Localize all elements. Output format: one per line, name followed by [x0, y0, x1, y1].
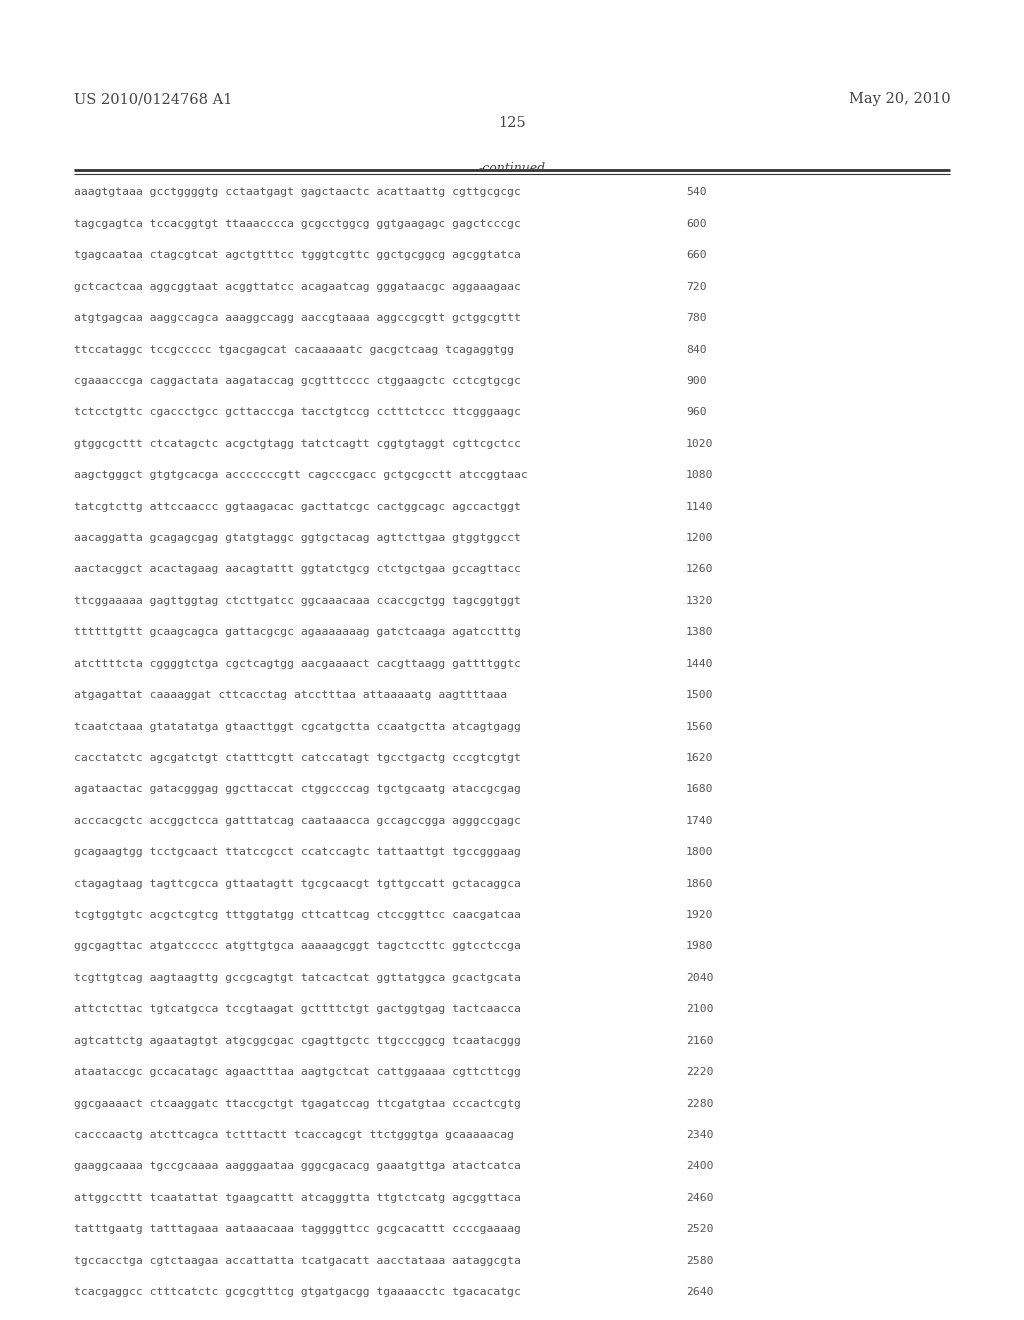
Text: 2040: 2040 [686, 973, 714, 983]
Text: cacccaactg atcttcagca tctttactt tcaccagcgt ttctgggtga gcaaaaacag: cacccaactg atcttcagca tctttactt tcaccagc… [74, 1130, 514, 1140]
Text: tatttgaatg tatttagaaa aataaacaaa taggggttcc gcgcacattt ccccgaaaag: tatttgaatg tatttagaaa aataaacaaa taggggt… [74, 1224, 520, 1234]
Text: ataataccgc gccacatagc agaactttaa aagtgctcat cattggaaaa cgttcttcgg: ataataccgc gccacatagc agaactttaa aagtgct… [74, 1067, 520, 1077]
Text: aactacggct acactagaag aacagtattt ggtatctgcg ctctgctgaa gccagttacc: aactacggct acactagaag aacagtattt ggtatct… [74, 565, 520, 574]
Text: 2340: 2340 [686, 1130, 714, 1140]
Text: 1920: 1920 [686, 909, 714, 920]
Text: atcttttcta cggggtctga cgctcagtgg aacgaaaact cacgttaagg gattttggtc: atcttttcta cggggtctga cgctcagtgg aacgaaa… [74, 659, 520, 669]
Text: 960: 960 [686, 408, 707, 417]
Text: 1080: 1080 [686, 470, 714, 480]
Text: cacctatctc agcgatctgt ctatttcgtt catccatagt tgcctgactg cccgtcgtgt: cacctatctc agcgatctgt ctatttcgtt catccat… [74, 752, 520, 763]
Text: 1680: 1680 [686, 784, 714, 795]
Text: aaagtgtaaa gcctggggtg cctaatgagt gagctaactc acattaattg cgttgcgcgc: aaagtgtaaa gcctggggtg cctaatgagt gagctaa… [74, 187, 520, 198]
Text: 1800: 1800 [686, 847, 714, 857]
Text: 125: 125 [499, 116, 525, 131]
Text: ttccataggc tccgccccc tgacgagcat cacaaaaatc gacgctcaag tcagaggtgg: ttccataggc tccgccccc tgacgagcat cacaaaaa… [74, 345, 514, 355]
Text: 1380: 1380 [686, 627, 714, 638]
Text: acccacgctc accggctcca gatttatcag caataaacca gccagccgga agggccgagc: acccacgctc accggctcca gatttatcag caataaa… [74, 816, 520, 826]
Text: May 20, 2010: May 20, 2010 [849, 92, 950, 107]
Text: aacaggatta gcagagcgag gtatgtaggc ggtgctacag agttcttgaa gtggtggcct: aacaggatta gcagagcgag gtatgtaggc ggtgcta… [74, 533, 520, 543]
Text: 600: 600 [686, 219, 707, 228]
Text: 720: 720 [686, 281, 707, 292]
Text: 1980: 1980 [686, 941, 714, 952]
Text: gctcactcaa aggcggtaat acggttatcc acagaatcag gggataacgc aggaaagaac: gctcactcaa aggcggtaat acggttatcc acagaat… [74, 281, 520, 292]
Text: tcaatctaaa gtatatatga gtaacttggt cgcatgctta ccaatgctta atcagtgagg: tcaatctaaa gtatatatga gtaacttggt cgcatgc… [74, 722, 520, 731]
Text: 1620: 1620 [686, 752, 714, 763]
Text: gtggcgcttt ctcatagctc acgctgtagg tatctcagtt cggtgtaggt cgttcgctcc: gtggcgcttt ctcatagctc acgctgtagg tatctca… [74, 438, 520, 449]
Text: ggcgagttac atgatccccc atgttgtgca aaaaagcggt tagctccttc ggtcctccga: ggcgagttac atgatccccc atgttgtgca aaaaagc… [74, 941, 520, 952]
Text: atgtgagcaa aaggccagca aaaggccagg aaccgtaaaa aggccgcgtt gctggcgttt: atgtgagcaa aaggccagca aaaggccagg aaccgta… [74, 313, 520, 323]
Text: attctcttac tgtcatgcca tccgtaagat gcttttctgt gactggtgag tactcaacca: attctcttac tgtcatgcca tccgtaagat gcttttc… [74, 1005, 520, 1014]
Text: gcagaagtgg tcctgcaact ttatccgcct ccatccagtc tattaattgt tgccgggaag: gcagaagtgg tcctgcaact ttatccgcct ccatcca… [74, 847, 520, 857]
Text: aagctgggct gtgtgcacga acccccccgtt cagcccgacc gctgcgcctt atccggtaac: aagctgggct gtgtgcacga acccccccgtt cagccc… [74, 470, 527, 480]
Text: atgagattat caaaaggat cttcacctag atcctttaa attaaaaatg aagttttaaa: atgagattat caaaaggat cttcacctag atccttta… [74, 690, 507, 700]
Text: 1740: 1740 [686, 816, 714, 826]
Text: agataactac gatacgggag ggcttaccat ctggccccag tgctgcaatg ataccgcgag: agataactac gatacgggag ggcttaccat ctggccc… [74, 784, 520, 795]
Text: US 2010/0124768 A1: US 2010/0124768 A1 [74, 92, 232, 107]
Text: tcacgaggcc ctttcatctc gcgcgtttcg gtgatgacgg tgaaaacctc tgacacatgc: tcacgaggcc ctttcatctc gcgcgtttcg gtgatga… [74, 1287, 520, 1298]
Text: attggccttt tcaatattat tgaagcattt atcagggtta ttgtctcatg agcggttaca: attggccttt tcaatattat tgaagcattt atcaggg… [74, 1193, 520, 1203]
Text: 2220: 2220 [686, 1067, 714, 1077]
Text: tatcgtcttg attccaaccc ggtaagacac gacttatcgc cactggcagc agccactggt: tatcgtcttg attccaaccc ggtaagacac gacttat… [74, 502, 520, 512]
Text: 2160: 2160 [686, 1036, 714, 1045]
Text: 1440: 1440 [686, 659, 714, 669]
Text: -continued: -continued [478, 162, 546, 176]
Text: tgagcaataa ctagcgtcat agctgtttcc tgggtcgttc ggctgcggcg agcggtatca: tgagcaataa ctagcgtcat agctgtttcc tgggtcg… [74, 251, 520, 260]
Text: 660: 660 [686, 251, 707, 260]
Text: 540: 540 [686, 187, 707, 198]
Text: 900: 900 [686, 376, 707, 385]
Text: ggcgaaaact ctcaaggatc ttaccgctgt tgagatccag ttcgatgtaa cccactcgtg: ggcgaaaact ctcaaggatc ttaccgctgt tgagatc… [74, 1098, 520, 1109]
Text: 780: 780 [686, 313, 707, 323]
Text: tctcctgttc cgaccctgcc gcttacccga tacctgtccg cctttctccc ttcgggaagc: tctcctgttc cgaccctgcc gcttacccga tacctgt… [74, 408, 520, 417]
Text: tgccacctga cgtctaagaa accattatta tcatgacatt aacctataaa aataggcgta: tgccacctga cgtctaagaa accattatta tcatgac… [74, 1255, 520, 1266]
Text: cgaaacccga caggactata aagataccag gcgtttcccc ctggaagctc cctcgtgcgc: cgaaacccga caggactata aagataccag gcgtttc… [74, 376, 520, 385]
Text: 2520: 2520 [686, 1224, 714, 1234]
Text: ctagagtaag tagttcgcca gttaatagtt tgcgcaacgt tgttgccatt gctacaggca: ctagagtaag tagttcgcca gttaatagtt tgcgcaa… [74, 879, 520, 888]
Text: 840: 840 [686, 345, 707, 355]
Text: 2460: 2460 [686, 1193, 714, 1203]
Text: tcgtggtgtc acgctcgtcg tttggtatgg cttcattcag ctccggttcc caacgatcaa: tcgtggtgtc acgctcgtcg tttggtatgg cttcatt… [74, 909, 520, 920]
Text: 2640: 2640 [686, 1287, 714, 1298]
Text: 1140: 1140 [686, 502, 714, 512]
Text: ttttttgttt gcaagcagca gattacgcgc agaaaaaaag gatctcaaga agatcctttg: ttttttgttt gcaagcagca gattacgcgc agaaaaa… [74, 627, 520, 638]
Text: agtcattctg agaatagtgt atgcggcgac cgagttgctc ttgcccggcg tcaatacggg: agtcattctg agaatagtgt atgcggcgac cgagttg… [74, 1036, 520, 1045]
Text: tcgttgtcag aagtaagttg gccgcagtgt tatcactcat ggttatggca gcactgcata: tcgttgtcag aagtaagttg gccgcagtgt tatcact… [74, 973, 520, 983]
Text: 2580: 2580 [686, 1255, 714, 1266]
Text: ttcggaaaaa gagttggtag ctcttgatcc ggcaaacaaa ccaccgctgg tagcggtggt: ttcggaaaaa gagttggtag ctcttgatcc ggcaaac… [74, 595, 520, 606]
Text: 1260: 1260 [686, 565, 714, 574]
Text: 2100: 2100 [686, 1005, 714, 1014]
Text: tagcgagtca tccacggtgt ttaaacccca gcgcctggcg ggtgaagagc gagctcccgc: tagcgagtca tccacggtgt ttaaacccca gcgcctg… [74, 219, 520, 228]
Text: 1200: 1200 [686, 533, 714, 543]
Text: 1020: 1020 [686, 438, 714, 449]
Text: 1560: 1560 [686, 722, 714, 731]
Text: gaaggcaaaa tgccgcaaaa aagggaataa gggcgacacg gaaatgttga atactcatca: gaaggcaaaa tgccgcaaaa aagggaataa gggcgac… [74, 1162, 520, 1171]
Text: 2400: 2400 [686, 1162, 714, 1171]
Text: 2280: 2280 [686, 1098, 714, 1109]
Text: 1320: 1320 [686, 595, 714, 606]
Text: 1860: 1860 [686, 879, 714, 888]
Text: 1500: 1500 [686, 690, 714, 700]
